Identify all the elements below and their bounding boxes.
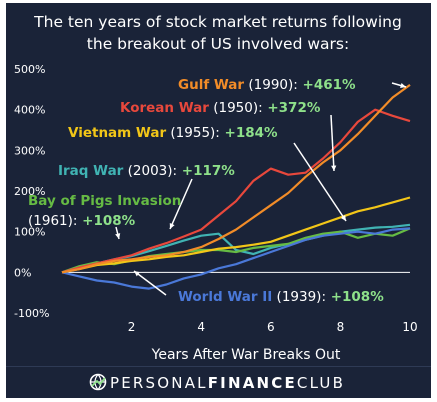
y-tick-label: 300% — [14, 144, 45, 157]
x-tick-label: 2 — [128, 320, 136, 334]
series-label-return: +108% — [326, 289, 384, 305]
label-arrowhead — [169, 223, 175, 229]
y-tick-label: 100% — [14, 226, 45, 239]
y-tick-label: 400% — [14, 104, 45, 117]
series-label: Vietnam War (1955): +184% — [68, 125, 278, 141]
series-line — [61, 108, 411, 274]
x-tick-label: 4 — [197, 320, 205, 334]
war-returns-chart: The ten years of stock market returns fo… — [14, 13, 418, 363]
chart-title-line-2: the breakout of US involved wars: — [87, 35, 349, 53]
series-line — [61, 196, 411, 274]
brand-logo: PERSONALFINANCECLUB — [89, 373, 345, 392]
x-axis-title: Years After War Breaks Out — [151, 347, 341, 363]
footer-brand-bar: PERSONALFINANCECLUB — [6, 366, 431, 398]
series-label-year: (1961): — [28, 213, 77, 229]
brand-wordmark: PERSONALFINANCECLUB — [110, 374, 345, 392]
series-label-return: +372% — [263, 100, 321, 116]
label-pointer-line — [330, 114, 335, 172]
label-arrowhead — [331, 165, 337, 171]
series-label: Iraq War (2003): +117% — [58, 163, 235, 179]
x-tick-label: 8 — [337, 320, 345, 334]
series-label-name: Bay of Pigs Invasion — [28, 193, 181, 209]
series-label-year: (1955): — [166, 125, 220, 141]
y-tick-label: 500% — [14, 63, 45, 76]
series-line — [61, 84, 411, 274]
series-label-name: Korean War — [120, 100, 209, 116]
label-pointer-line — [169, 178, 193, 230]
series-label-year: (1990): — [244, 77, 298, 93]
x-tick-label: 6 — [267, 320, 275, 334]
chart-title-line-1: The ten years of stock market returns fo… — [33, 13, 402, 31]
globe-logo-icon — [89, 373, 107, 391]
y-tick-label: 200% — [14, 185, 45, 198]
label-arrowhead — [400, 83, 406, 89]
x-tick-label: 10 — [402, 320, 417, 334]
series-line — [61, 227, 411, 290]
series-label-name: World War II — [178, 289, 272, 305]
series-label-return: +108% — [77, 213, 135, 229]
brand-word-finance: FINANCE — [208, 374, 297, 392]
series-label: Gulf War (1990): +461% — [178, 77, 356, 93]
series-label-name: Gulf War — [178, 77, 244, 93]
series-lines — [61, 84, 411, 290]
series-label-year: (1950): — [209, 100, 263, 116]
chart-axes: -100% 0% 100% 200% 300% 400% 500% 2 4 6 8 10 — [14, 63, 418, 334]
label-arrowhead — [115, 233, 121, 239]
series-label-year: (2003): — [123, 163, 177, 179]
brand-word-personal: PERSONAL — [110, 374, 208, 392]
brand-word-club: CLUB — [297, 374, 345, 392]
series-label: (1961): +108% — [28, 213, 136, 229]
series-labels: Gulf War (1990): +461% Korean War (1950):… — [28, 77, 407, 305]
y-tick-label: 0% — [14, 266, 31, 279]
series-label: World War II (1939): +108% — [178, 289, 384, 305]
series-label-return: +461% — [298, 77, 356, 93]
series-label-return: +117% — [177, 163, 235, 179]
series-label: Korean War (1950): +372% — [120, 100, 321, 116]
y-tick-label: -100% — [14, 307, 49, 320]
label-arrowhead — [134, 271, 140, 277]
series-label: Bay of Pigs Invasion — [28, 193, 181, 209]
label-pointer-line — [133, 270, 167, 296]
label-arrowhead — [340, 215, 346, 221]
series-label-name: Iraq War — [58, 163, 124, 179]
series-label-return: +184% — [220, 125, 278, 141]
series-label-name: Vietnam War — [68, 125, 166, 141]
series-label-year: (1939): — [272, 289, 326, 305]
chart-panel: The ten years of stock market returns fo… — [6, 3, 431, 366]
label-pointer-line — [293, 142, 347, 222]
